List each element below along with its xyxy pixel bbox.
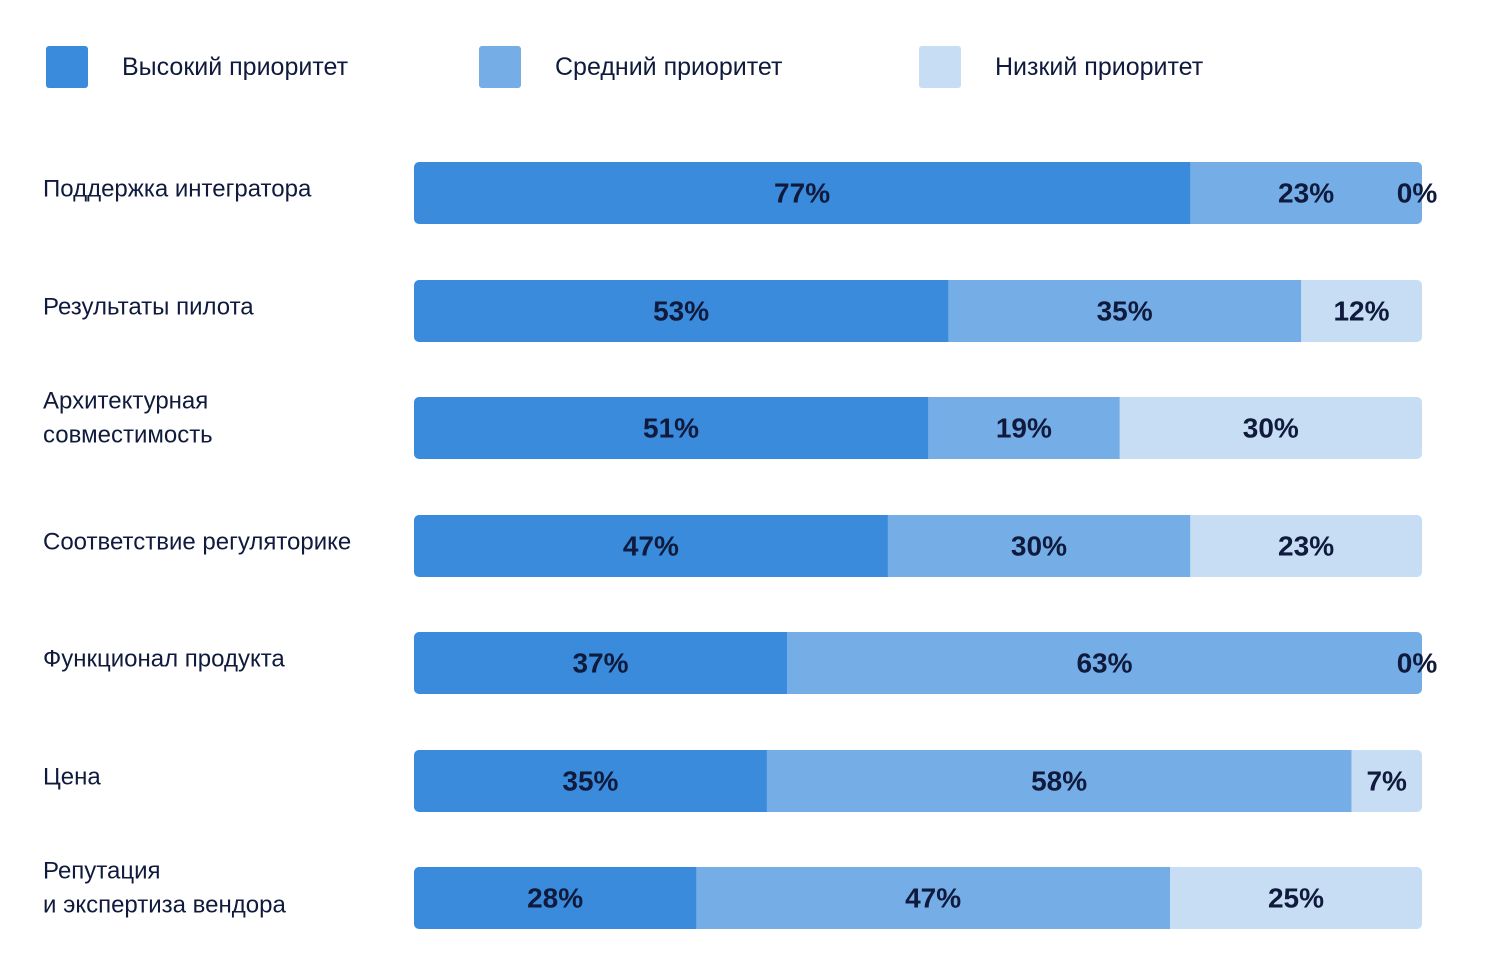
legend-label: Средний приоритет xyxy=(555,53,783,81)
value-label: 12% xyxy=(1333,296,1389,327)
value-label: 30% xyxy=(1011,531,1067,562)
value-label: 28% xyxy=(527,883,583,914)
bar-segment xyxy=(1170,867,1422,929)
value-label: 0% xyxy=(1397,648,1438,679)
legend-label: Высокий приоритет xyxy=(122,53,349,81)
bar-segment xyxy=(1190,515,1422,577)
bars xyxy=(414,162,1422,929)
bar-segment xyxy=(414,515,889,577)
category-label: Репутация xyxy=(43,858,161,885)
value-label: 30% xyxy=(1243,413,1299,444)
bar-segment xyxy=(1301,280,1422,342)
category-labels: Поддержка интегратора Результаты пилота Ар… xyxy=(43,176,351,919)
value-label: 25% xyxy=(1268,883,1324,914)
value-label: 37% xyxy=(572,648,628,679)
value-label: 23% xyxy=(1278,531,1334,562)
category-label: и экспертиза вендора xyxy=(43,892,286,919)
value-label: 7% xyxy=(1366,766,1407,797)
bar-segment xyxy=(928,397,1121,459)
value-label: 0% xyxy=(1397,178,1438,209)
legend-swatch xyxy=(479,46,521,88)
bar-row xyxy=(414,750,1422,812)
bar-segment xyxy=(414,867,697,929)
bar-segment xyxy=(948,280,1302,342)
legend-item: Низкий приоритет xyxy=(919,46,1204,88)
bar-row xyxy=(414,515,1422,577)
legend: Высокий приоритет Средний приоритет Низкий… xyxy=(46,46,1204,88)
value-label: 23% xyxy=(1278,178,1334,209)
category-label: Соответствие регуляторике xyxy=(43,529,351,556)
bar-row xyxy=(414,867,1422,929)
category-label: Результаты пилота xyxy=(43,294,254,321)
value-label: 51% xyxy=(643,413,699,444)
value-label: 58% xyxy=(1031,766,1087,797)
legend-item: Высокий приоритет xyxy=(46,46,349,88)
bar-segment xyxy=(414,162,1191,224)
bar-row xyxy=(414,632,1422,694)
value-label: 63% xyxy=(1076,648,1132,679)
bar-segment xyxy=(414,280,949,342)
bar-segment xyxy=(414,750,768,812)
bar-segment xyxy=(786,632,1422,694)
bar-segment xyxy=(887,515,1191,577)
value-label: 53% xyxy=(653,296,709,327)
bar-segment xyxy=(766,750,1352,812)
category-label: Поддержка интегратора xyxy=(43,176,312,203)
value-label: 19% xyxy=(996,413,1052,444)
bar-row xyxy=(414,280,1422,342)
legend-item: Средний приоритет xyxy=(479,46,783,88)
value-label: 35% xyxy=(1097,296,1153,327)
category-label: Функционал продукта xyxy=(43,646,285,673)
value-label: 47% xyxy=(623,531,679,562)
bar-row xyxy=(414,162,1422,224)
bar-segment xyxy=(1351,750,1422,812)
category-label: Цена xyxy=(43,764,101,791)
category-label: совместимость xyxy=(43,422,213,449)
legend-label: Низкий приоритет xyxy=(995,53,1204,81)
bar-segment xyxy=(414,632,788,694)
value-label: 77% xyxy=(774,178,830,209)
legend-swatch xyxy=(46,46,88,88)
bar-segment xyxy=(696,867,1171,929)
bar-segment xyxy=(1190,162,1422,224)
value-label: 35% xyxy=(562,766,618,797)
value-label: 47% xyxy=(905,883,961,914)
bar-segment xyxy=(414,397,929,459)
legend-swatch xyxy=(919,46,961,88)
value-labels: 77% 23% 0% 53% 35% 12% 51% 19% 30% 47% 30% 23% 37% 63… xyxy=(527,178,1437,914)
category-label: Архитектурная xyxy=(43,388,208,415)
bar-segment xyxy=(1119,397,1422,459)
bar-row xyxy=(414,397,1422,459)
